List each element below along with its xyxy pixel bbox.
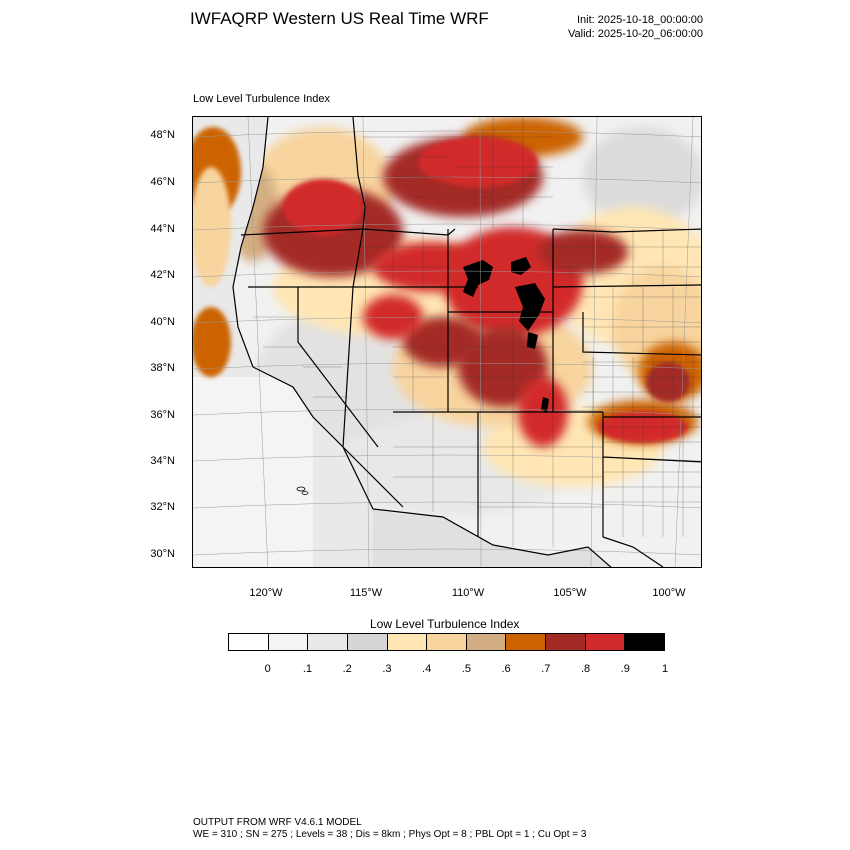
latitude-label: 36°N <box>150 409 175 421</box>
init-valid-times: Init: 2025-10-18_00:00:00 Valid: 2025-10… <box>568 13 703 41</box>
map-panel <box>192 116 702 568</box>
longitude-label: 105°W <box>553 587 587 599</box>
longitude-label: 110°W <box>451 587 485 599</box>
ocean-south <box>193 377 313 567</box>
colorbar-tick-label: .8 <box>580 663 591 675</box>
colorbar <box>228 633 665 651</box>
offshore-index-south <box>193 307 231 377</box>
latitude-label: 32°N <box>150 501 175 513</box>
longitude-label: 120°W <box>249 587 283 599</box>
longitude-label: 115°W <box>349 587 383 599</box>
state-borders <box>232 117 701 567</box>
colorbar-swatch <box>308 634 348 650</box>
colorbar-swatch <box>585 634 626 650</box>
channel-island <box>301 491 309 495</box>
colorbar-tick-label: .3 <box>382 663 392 675</box>
colorbar-title: Low Level Turbulence Index <box>370 617 520 631</box>
colorbar-tick-label: .9 <box>620 663 630 675</box>
latitude-label: 42°N <box>150 269 175 281</box>
turbulence-map <box>193 117 701 567</box>
latitude-label: 46°N <box>150 176 175 188</box>
latitude-label: 40°N <box>150 316 175 328</box>
colorbar-tick-label: .4 <box>422 663 432 675</box>
pacific-coastline <box>232 117 374 510</box>
colorbar-swatch <box>506 634 547 650</box>
colorbar-swatch <box>466 634 507 650</box>
colorbar-swatch <box>546 634 586 650</box>
map-subtitle: Low Level Turbulence Index <box>193 93 330 105</box>
colorbar-tick-label: .1 <box>302 663 313 675</box>
model-info-line2: WE = 310 ; SN = 275 ; Levels = 38 ; Dis … <box>193 829 587 840</box>
colorbar-tick-label: .5 <box>461 663 471 675</box>
mexico-border <box>372 508 612 567</box>
valid-time: Valid: 2025-10-20_06:00:00 <box>568 28 703 40</box>
colorbar-tick-label: .2 <box>342 663 352 675</box>
colorbar-swatch <box>387 634 428 650</box>
colorbar-tick-label: .7 <box>541 663 551 675</box>
colorbar-swatch <box>427 634 467 650</box>
latitude-label: 48°N <box>150 129 175 141</box>
init-time: Init: 2025-10-18_00:00:00 <box>577 14 703 26</box>
plot-title: IWFAQRP Western US Real Time WRF <box>190 9 489 28</box>
colorbar-swatch <box>347 634 388 650</box>
colorbar-tick-label: 1 <box>661 663 669 675</box>
colorbar-swatch <box>625 634 665 650</box>
channel-island <box>296 486 306 492</box>
longitude-label: 100°W <box>652 587 686 599</box>
latitude-label: 38°N <box>150 362 175 374</box>
offshore-index-mid <box>193 167 231 287</box>
mexico-area <box>373 509 611 567</box>
colorbar-swatch <box>268 634 309 650</box>
latitude-label: 30°N <box>150 548 175 560</box>
county-lines <box>253 117 701 547</box>
colorbar-tick-label: 0 <box>264 663 271 675</box>
latitude-label: 44°N <box>150 223 175 235</box>
colorbar-swatch <box>229 634 269 650</box>
latitude-label: 34°N <box>150 455 175 467</box>
colorbar-tick-label: .6 <box>501 663 511 675</box>
model-info-line1: OUTPUT FROM WRF V4.6.1 MODEL <box>193 817 362 828</box>
